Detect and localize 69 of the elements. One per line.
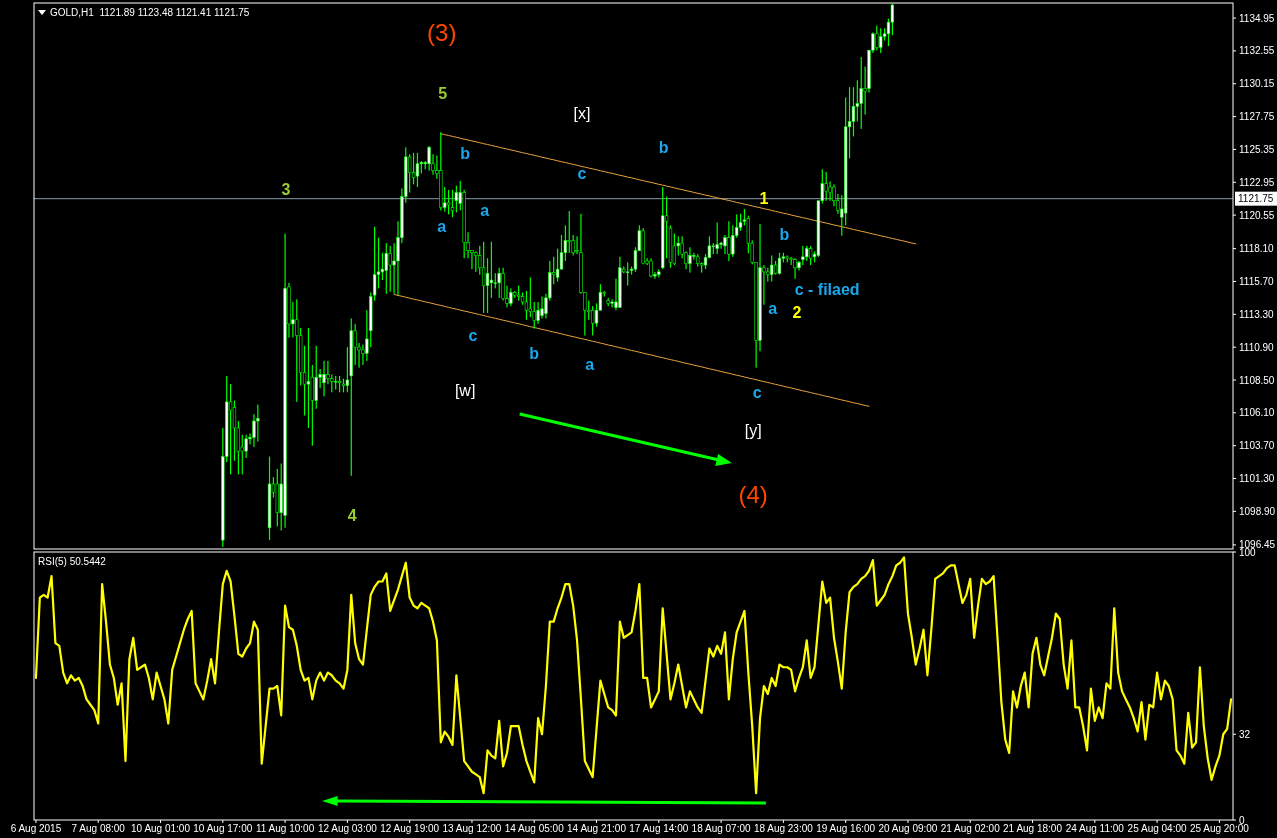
y-tick-label: 1110.90 (1239, 341, 1275, 353)
y-tick-label: 1127.75 (1239, 111, 1275, 123)
y-tick-label: 1113.30 (1239, 308, 1275, 320)
x-tick-label: 12 Aug 03:00 (317, 823, 378, 834)
x-tick-label: 14 Aug 05:00 (504, 823, 565, 834)
annotation: [x] (573, 104, 591, 122)
y-tick-label: 1103.70 (1239, 440, 1275, 452)
annotation: (3) (427, 18, 457, 46)
candlestick (688, 247, 692, 273)
annotation: a (480, 201, 490, 219)
x-tick-label: 14 Aug 21:00 (567, 823, 627, 834)
annotation: [w] (454, 381, 476, 399)
y-tick-label: 1130.15 (1239, 78, 1275, 90)
y-tick-label: 1106.10 (1239, 407, 1275, 419)
annotation: c (752, 383, 762, 401)
x-tick-label: 6 Aug 2015 (10, 823, 62, 834)
x-tick-label: 21 Aug 02:00 (940, 823, 1001, 834)
x-tick-label: 25 Aug 20:00 (1189, 823, 1250, 834)
y-tick-label: 1115.70 (1239, 275, 1275, 287)
x-tick-label: 10 Aug 01:00 (131, 823, 191, 834)
x-tick-label: 21 Aug 18:00 (1003, 823, 1063, 834)
candlestick (322, 360, 326, 397)
annotation: a (585, 355, 595, 373)
line-series (34, 556, 1233, 795)
annotation: 5 (438, 84, 448, 102)
x-tick-label: 17 Aug 14:00 (629, 823, 689, 834)
annotation: b (529, 344, 540, 362)
y-tick-label: 32 (1239, 728, 1251, 740)
annotation: b (658, 138, 669, 156)
x-tick-label: 24 Aug 11:00 (1065, 823, 1125, 834)
x-tick-label: 11 Aug 10:00 (255, 823, 315, 834)
y-tick-label: 1120.55 (1239, 209, 1275, 221)
x-tick-label: 18 Aug 07:00 (691, 823, 751, 834)
line-series (393, 293, 870, 407)
chart-title: RSI(5) 50.5442 (38, 556, 107, 567)
x-tick-label: 18 Aug 23:00 (753, 823, 814, 834)
x-tick-label: 25 Aug 04:00 (1127, 823, 1187, 834)
y-tick-label: 1118.10 (1239, 243, 1275, 255)
annotation: b (779, 225, 790, 243)
annotation: 3 (281, 180, 291, 198)
candlestick (610, 299, 614, 308)
y-tick-label: 1098.90 (1239, 505, 1276, 517)
y-tick-label: 1125.35 (1239, 143, 1275, 155)
annotation: 1 (759, 189, 769, 207)
y-tick-label: 1134.95 (1239, 12, 1275, 24)
ref-line-label: 1121.75 (1238, 193, 1274, 205)
annotation: (4) (738, 480, 768, 508)
annotation: [y] (744, 421, 762, 439)
y-tick-label: 1132.55 (1239, 45, 1275, 57)
x-tick-label: 13 Aug 12:00 (442, 823, 502, 834)
annotation: a (768, 299, 778, 317)
y-tick-label: 1122.95 (1239, 176, 1275, 188)
annotation: c (468, 326, 478, 344)
x-tick-label: 19 Aug 16:00 (816, 823, 876, 834)
x-tick-label: 12 Aug 19:00 (380, 823, 440, 834)
x-tick-label: 20 Aug 09:00 (878, 823, 938, 834)
y-tick-label: 1108.50 (1239, 374, 1275, 386)
y-tick-label: 0 (1239, 814, 1245, 826)
annotation: a (437, 217, 447, 235)
x-tick-label: 10 Aug 17:00 (193, 823, 253, 834)
x-tick-label: 7 Aug 08:00 (71, 823, 126, 834)
annotation: c - filaed (794, 280, 860, 298)
annotation: c (577, 164, 587, 182)
annotation: 4 (347, 506, 357, 524)
annotation: 2 (792, 303, 802, 321)
y-tick-label: 1101.30 (1239, 473, 1275, 485)
candlestick (793, 258, 797, 279)
chart-title: GOLD,H1 1121.89 1123.48 1121.41 1121.75 (50, 7, 250, 18)
annotation: b (460, 144, 471, 162)
